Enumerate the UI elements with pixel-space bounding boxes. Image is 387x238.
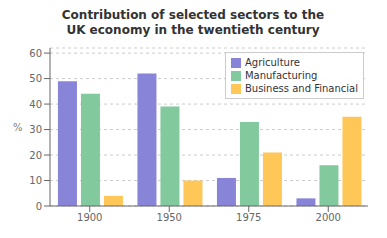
svg-text:10: 10 — [29, 175, 42, 186]
svg-text:50: 50 — [29, 73, 42, 84]
svg-text:2000: 2000 — [316, 212, 341, 223]
svg-text:0: 0 — [36, 201, 42, 212]
svg-text:60: 60 — [29, 48, 42, 59]
html-text:Contribution of selected secto: Contribution of selected sectors to the … — [61, 8, 325, 37]
svg-text:20: 20 — [29, 150, 42, 161]
svg-text:1975: 1975 — [236, 212, 261, 223]
svg-text:1950: 1950 — [157, 212, 182, 223]
html-text:Business and Financial: Business and Financial — [244, 83, 358, 94]
html-text:Agriculture: Agriculture — [244, 57, 300, 68]
svg-text:30: 30 — [29, 124, 42, 135]
svg-text:40: 40 — [29, 99, 42, 110]
html-text:Manufacturing: Manufacturing — [244, 70, 318, 81]
svg-text:1900: 1900 — [77, 212, 102, 223]
svg-text:%: % — [13, 122, 23, 133]
